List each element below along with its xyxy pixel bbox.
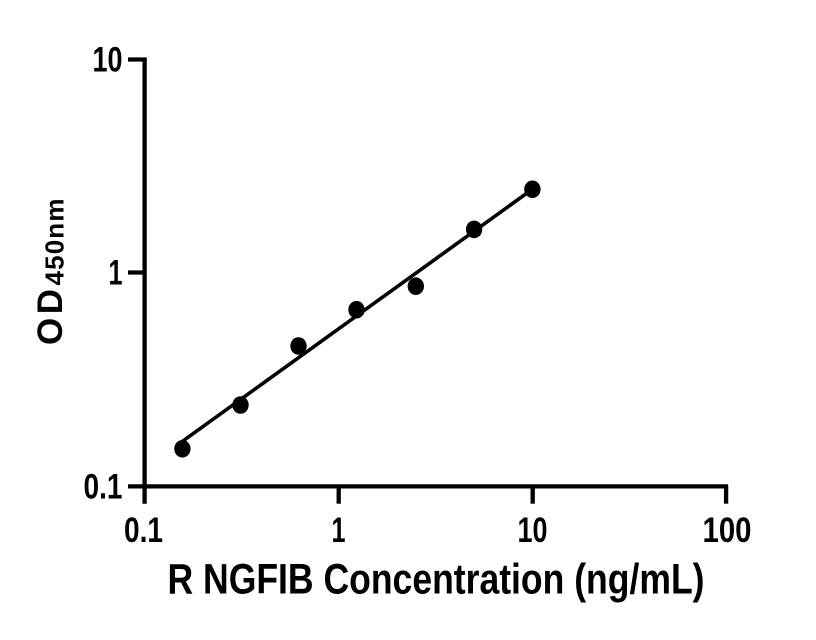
svg-text:100: 100 [703,511,752,550]
svg-text:0.1: 0.1 [84,468,123,507]
svg-text:1: 1 [332,511,346,550]
svg-text:1: 1 [109,254,123,293]
svg-text:10: 10 [518,511,548,550]
svg-text:0.1: 0.1 [124,511,163,550]
svg-text:OD450nm: OD450nm [31,199,70,345]
svg-text:R NGFIB Concentration (ng/mL): R NGFIB Concentration (ng/mL) [168,556,705,604]
svg-text:10: 10 [93,41,123,80]
